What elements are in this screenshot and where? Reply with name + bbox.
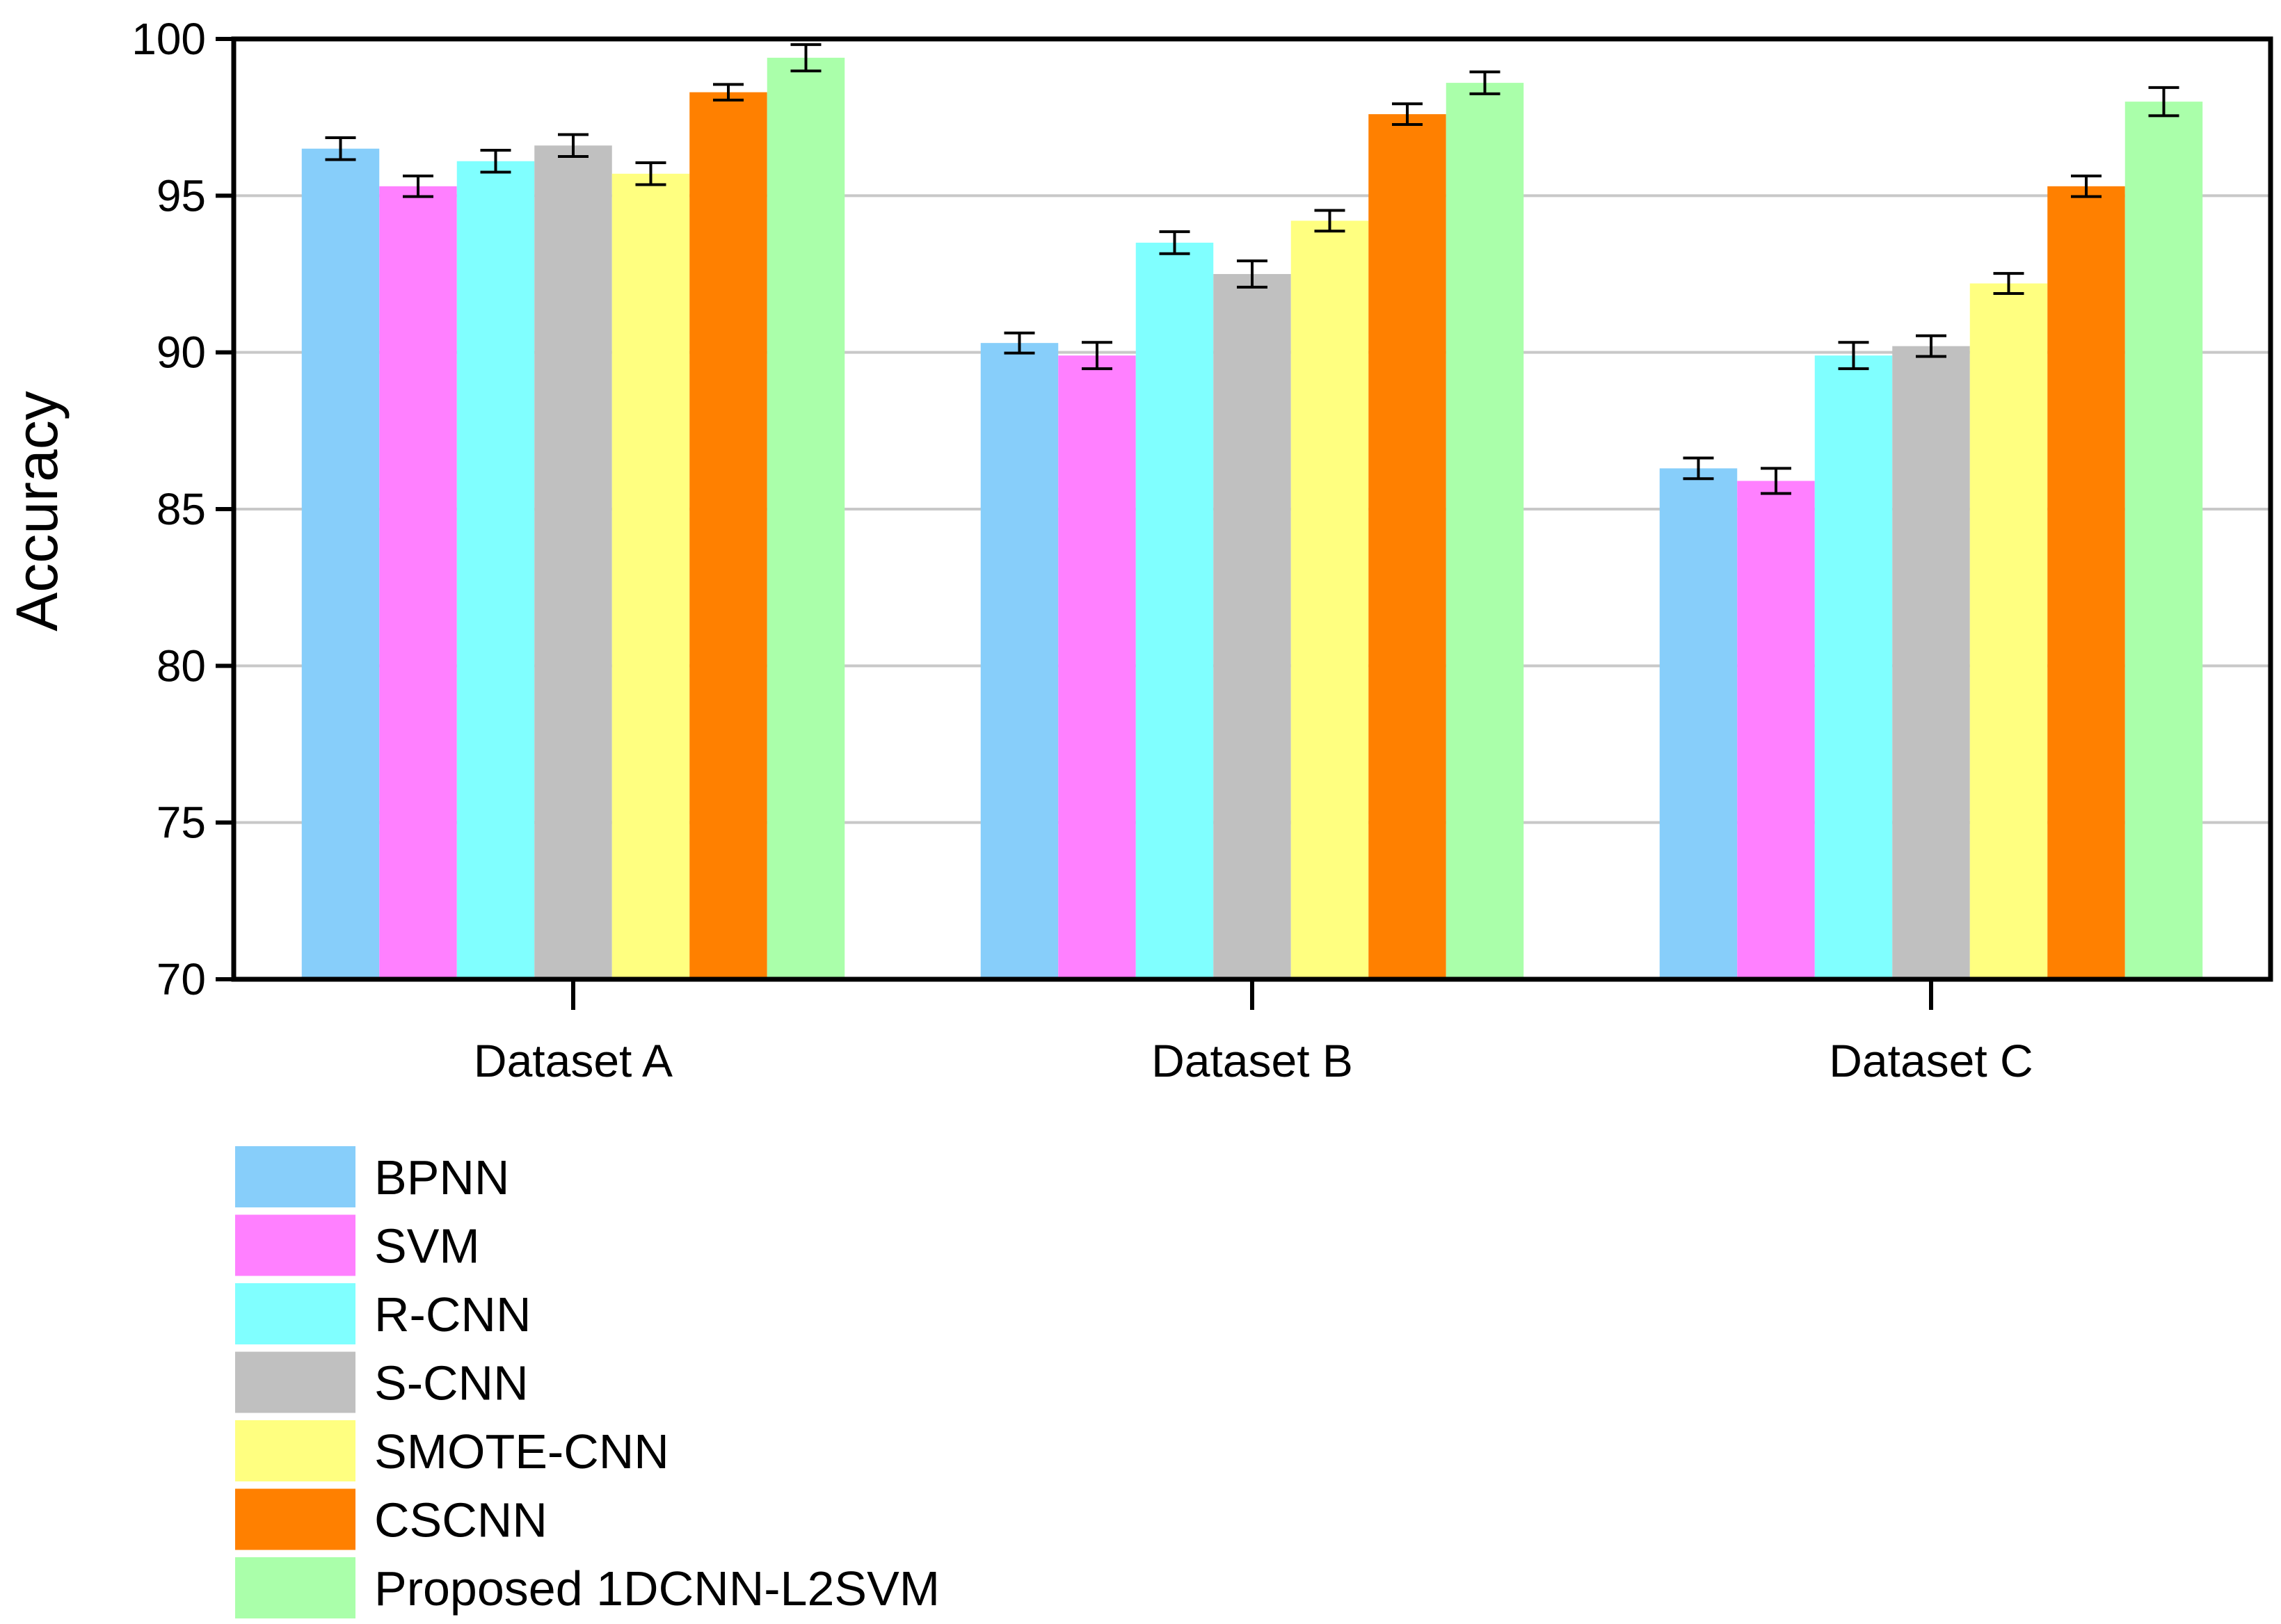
error-bar (1761, 467, 1791, 495)
error-bars (325, 43, 2179, 495)
bar-proposed-1dcnn-l2svm-dataset-c (2124, 102, 2203, 980)
legend-item: SVM (235, 1214, 480, 1276)
legend-swatch (235, 1420, 355, 1481)
error-bar (1314, 209, 1345, 233)
legend-label: SVM (374, 1219, 480, 1273)
error-bar (1004, 331, 1035, 355)
y-tick-label: 100 (131, 14, 206, 64)
bars (301, 58, 2203, 980)
bar-smote-cnn-dataset-c (1969, 283, 2048, 979)
y-axis-title: Accuracy (4, 391, 70, 631)
error-bar (1683, 456, 1714, 481)
bar-s-cnn-dataset-a (534, 145, 612, 979)
bar-cscnn-dataset-a (689, 92, 767, 980)
error-bar (713, 83, 744, 102)
x-category-label: Dataset C (1829, 1035, 2033, 1086)
bar-svm-dataset-b (1058, 355, 1136, 979)
error-bar (635, 161, 666, 186)
legend-label: S-CNN (374, 1356, 529, 1410)
error-bar (480, 148, 511, 174)
legend-label: SMOTE-CNN (374, 1424, 669, 1479)
legend-label: BPNN (374, 1150, 509, 1205)
bar-smote-cnn-dataset-a (611, 173, 690, 980)
error-bar (1993, 272, 2024, 295)
y-tick-label: 85 (157, 484, 206, 534)
error-bar (2148, 86, 2179, 118)
legend-item: S-CNN (235, 1351, 529, 1413)
bar-s-cnn-dataset-c (1892, 346, 1970, 979)
x-category-label: Dataset B (1151, 1035, 1353, 1086)
bar-smote-cnn-dataset-b (1290, 220, 1369, 979)
error-bar (1469, 70, 1500, 95)
y-tick-label: 90 (157, 328, 206, 378)
error-bar (403, 174, 433, 198)
y-tick-label: 95 (157, 170, 206, 220)
bar-r-cnn-dataset-b (1135, 242, 1214, 979)
legend-swatch (235, 1351, 355, 1413)
error-bar (1392, 102, 1423, 127)
legend: BPNN SVM R-CNN S-CNN SMOTE-CNN CSCNN Proposed … (235, 1146, 940, 1618)
bar-bpnn-dataset-a (301, 148, 380, 979)
bar-svm-dataset-a (379, 186, 457, 979)
y-axis: 70 75 80 85 90 95 100 (131, 14, 234, 1004)
bar-s-cnn-dataset-b (1213, 274, 1291, 979)
legend-item: BPNN (235, 1146, 509, 1207)
bar-bpnn-dataset-b (980, 343, 1059, 979)
error-bar (325, 136, 356, 161)
error-bar (1237, 259, 1267, 289)
error-bar (2071, 174, 2102, 198)
bar-r-cnn-dataset-a (456, 161, 535, 979)
x-category-label: Dataset A (474, 1035, 673, 1086)
legend-label: CSCNN (374, 1493, 547, 1547)
bar-proposed-1dcnn-l2svm-dataset-a (767, 58, 845, 979)
legend-label: R-CNN (374, 1287, 531, 1342)
legend-swatch (235, 1557, 355, 1618)
legend-swatch (235, 1283, 355, 1344)
legend-swatch (235, 1146, 355, 1207)
legend-item: SMOTE-CNN (235, 1420, 669, 1481)
bar-proposed-1dcnn-l2svm-dataset-b (1446, 83, 1524, 979)
error-bar (790, 43, 822, 72)
error-bar (1082, 341, 1112, 371)
y-tick-label: 80 (157, 641, 206, 691)
legend-item: CSCNN (235, 1488, 547, 1550)
bar-bpnn-dataset-c (1659, 468, 1738, 979)
legend-item: Proposed 1DCNN-L2SVM (235, 1557, 940, 1618)
legend-item: R-CNN (235, 1283, 531, 1344)
legend-swatch (235, 1214, 355, 1276)
error-bar (1159, 230, 1190, 255)
bar-r-cnn-dataset-c (1814, 355, 1893, 979)
bar-svm-dataset-c (1737, 481, 1815, 979)
bar-cscnn-dataset-c (2047, 186, 2125, 979)
bar-cscnn-dataset-b (1368, 114, 1446, 979)
y-tick-label: 75 (157, 798, 206, 848)
y-tick-label: 70 (157, 954, 206, 1004)
error-bar (1916, 334, 1946, 358)
error-bar (1838, 341, 1869, 371)
legend-swatch (235, 1488, 355, 1550)
x-axis: Dataset A Dataset B Dataset C (474, 979, 2033, 1086)
error-bar (558, 133, 589, 158)
legend-label: Proposed 1DCNN-L2SVM (374, 1561, 940, 1616)
